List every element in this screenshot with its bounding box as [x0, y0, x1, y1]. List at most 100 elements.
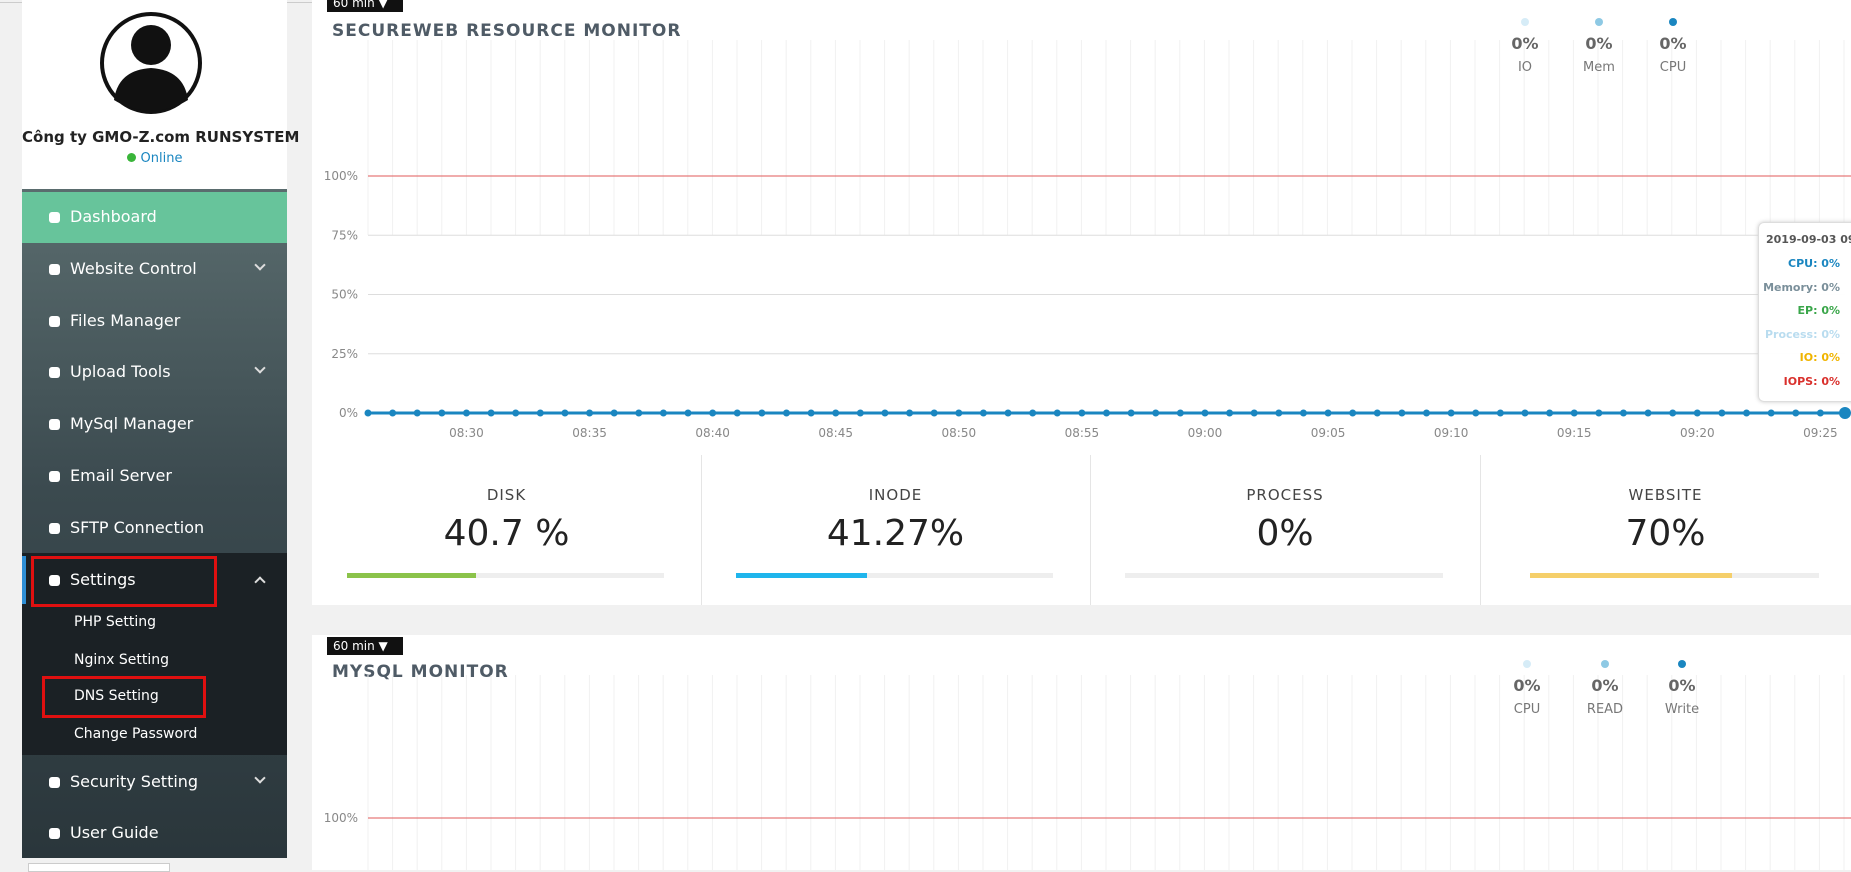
point [709, 409, 717, 417]
point [1127, 409, 1135, 417]
point [1004, 409, 1012, 417]
x-tick-label: 08:40 [695, 426, 730, 440]
point [1521, 409, 1529, 417]
point [930, 409, 938, 417]
menu-icon [49, 575, 60, 586]
divider [1480, 455, 1481, 605]
panel-title: MYSQL MONITOR [332, 662, 509, 682]
point [1226, 409, 1234, 417]
legend-value: 0% [1585, 34, 1613, 53]
menu-icon [49, 828, 60, 839]
divider [701, 455, 702, 605]
legend-dot [1521, 18, 1529, 26]
submenu-item[interactable]: PHP Setting [74, 614, 156, 630]
point [438, 409, 446, 417]
menu-item[interactable]: Website Control [70, 259, 197, 278]
status-text: Online [140, 151, 183, 166]
tooltip [1758, 222, 1851, 402]
y-tick-label: 25% [331, 347, 358, 361]
point [610, 409, 618, 417]
point [586, 409, 594, 417]
progress-bar [1530, 573, 1733, 578]
progress-track [1125, 573, 1443, 578]
point [1546, 409, 1554, 417]
tooltip-line: IOPS: 0% [1783, 374, 1840, 388]
legend-name: Write [1664, 702, 1700, 717]
progress-bar [347, 573, 477, 578]
x-tick-label: 08:35 [572, 426, 607, 440]
menu-item[interactable]: Settings [70, 570, 136, 589]
point [1816, 409, 1824, 417]
submenu-item[interactable]: Change Password [74, 726, 198, 742]
stat-value: 70% [1625, 513, 1706, 554]
menu-item[interactable]: User Guide [70, 823, 159, 842]
point [1496, 409, 1504, 417]
point [782, 409, 790, 417]
legend-value: 0% [1511, 34, 1539, 53]
legend-dot [1669, 18, 1677, 26]
menu-item[interactable]: SFTP Connection [70, 518, 205, 537]
range-text: 60 min [333, 639, 375, 653]
point [684, 409, 692, 417]
settings-group [22, 553, 287, 755]
stat-label: DISK [486, 486, 527, 504]
profile: Công ty GMO-Z.com RUNSYSTEM Online [22, 0, 299, 189]
menu-icon [49, 471, 60, 482]
menu-item[interactable]: Files Manager [70, 311, 181, 330]
stat-value: 40.7 % [443, 513, 570, 554]
point [1839, 407, 1851, 419]
tooltip-line: CPU: 0% [1788, 257, 1840, 270]
legend-value: 0% [1591, 676, 1619, 695]
y-tick-label: 100% [324, 169, 358, 183]
active-marker [22, 556, 26, 604]
point [1595, 409, 1603, 417]
point [389, 409, 397, 417]
menu-item[interactable]: MySql Manager [70, 414, 194, 433]
point [1472, 409, 1480, 417]
tooltip-line: EP: 0% [1797, 304, 1840, 317]
legend-name: IO [1517, 60, 1533, 75]
menu-icon [49, 264, 60, 275]
active-item [22, 192, 287, 243]
legend-dot [1595, 18, 1603, 26]
point [906, 409, 914, 417]
point [1619, 409, 1627, 417]
tooltip-title: 2019-09-03 09: [1766, 233, 1851, 246]
point [758, 409, 766, 417]
point [1669, 409, 1677, 417]
point [1078, 409, 1086, 417]
point [733, 409, 741, 417]
point [1767, 409, 1775, 417]
legend-dot [1523, 660, 1531, 668]
x-tick-label: 09:20 [1680, 426, 1715, 440]
progress-bar [736, 573, 867, 578]
point [1447, 409, 1455, 417]
menu-icon [49, 367, 60, 378]
menu-item[interactable]: Dashboard [70, 207, 157, 226]
point [1423, 409, 1431, 417]
menu-item[interactable]: Email Server [70, 466, 172, 485]
point [1644, 409, 1652, 417]
chart: 0% 25% 50% 75% 100% 08:30 08:35 08:40 08:45 08:50… [324, 40, 1851, 440]
point [807, 409, 815, 417]
highlight-box [42, 676, 206, 718]
submenu-item[interactable]: Nginx Setting [74, 652, 169, 668]
menu-item[interactable]: Security Setting [70, 772, 199, 791]
menu-item[interactable]: Upload Tools [70, 362, 171, 381]
point [364, 409, 372, 417]
chart: 100% [324, 675, 1851, 870]
range-select[interactable]: 60 min ▼ [327, 0, 403, 12]
x-tick-label: 09:10 [1434, 426, 1469, 440]
footer-box [28, 863, 170, 872]
legend-value: 0% [1513, 676, 1541, 695]
menu-icon [49, 523, 60, 534]
highlight-box [31, 556, 217, 607]
point [1275, 409, 1283, 417]
x-tick-label: 09:00 [1188, 426, 1223, 440]
legend-dot [1601, 660, 1609, 668]
range-select[interactable]: 60 min ▼ [327, 637, 403, 655]
x-tick-label: 09:15 [1557, 426, 1592, 440]
point [635, 409, 643, 417]
submenu-item[interactable]: DNS Setting [74, 688, 159, 704]
